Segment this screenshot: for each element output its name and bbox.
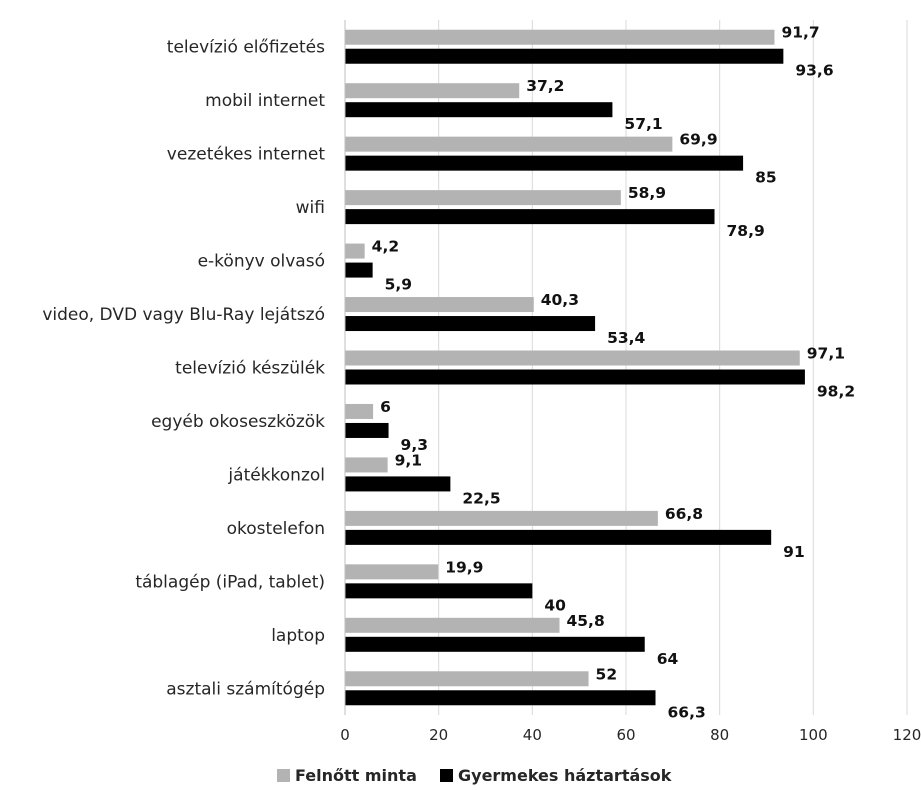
legend-label-gyermekes-haztartasok: Gyermekes háztartások [458, 766, 672, 785]
category-labels: televízió előfizetés mobil internet vezeté… [42, 38, 325, 700]
data-label: 97,1 [807, 345, 845, 363]
category-label: játékkonzol [227, 465, 325, 485]
category-label: televízió előfizetés [167, 38, 325, 58]
bar-gyermekes-haztartasok [345, 476, 451, 492]
data-label: 98,2 [817, 383, 855, 401]
data-label: 91 [783, 543, 805, 561]
category-label: asztali számítógép [166, 679, 325, 699]
category-label: laptop [271, 626, 325, 646]
bar-gyermekes-haztartasok [345, 690, 656, 706]
data-label: 4,2 [372, 238, 399, 256]
bar-felnott-minta [345, 564, 439, 580]
bar-gyermekes-haztartasok [345, 102, 613, 118]
x-tick-label: 60 [616, 726, 635, 744]
data-label: 58,9 [628, 184, 666, 202]
data-label: 66,8 [665, 505, 703, 523]
data-label: 64 [657, 650, 679, 668]
category-label: e-könyv olvasó [198, 252, 325, 272]
bar-felnott-minta [345, 350, 800, 366]
x-tick-label: 120 [893, 726, 921, 744]
bar-felnott-minta [345, 403, 374, 419]
data-label: 85 [755, 169, 777, 187]
data-label: 6 [380, 398, 391, 416]
legend-swatch-felnott-minta [277, 769, 290, 782]
data-label: 19,9 [445, 558, 483, 576]
data-label: 91,7 [781, 24, 819, 42]
bar-gyermekes-haztartasok [345, 369, 805, 385]
bar-felnott-minta [345, 190, 621, 206]
bar-felnott-minta [345, 29, 775, 45]
x-tick-label: 20 [429, 726, 448, 744]
bar-gyermekes-haztartasok [345, 155, 744, 171]
category-label: egyéb okoseszközök [151, 412, 325, 432]
category-label: mobil internet [205, 91, 325, 111]
bars [345, 29, 805, 706]
x-tick-label: 80 [710, 726, 729, 744]
bar-felnott-minta [345, 457, 388, 473]
data-label: 93,6 [795, 62, 833, 80]
data-label: 78,9 [727, 222, 765, 240]
data-label: 57,1 [624, 115, 662, 133]
category-label: wifi [296, 198, 325, 218]
data-label: 53,4 [607, 329, 645, 347]
bar-gyermekes-haztartasok [345, 583, 533, 599]
data-label: 9,1 [395, 451, 422, 469]
category-label: vezetékes internet [167, 145, 326, 165]
bar-gyermekes-haztartasok [345, 209, 715, 225]
gridlines [438, 20, 908, 715]
data-label: 40,3 [541, 291, 579, 309]
x-tick-label: 0 [340, 726, 350, 744]
bar-felnott-minta [345, 243, 365, 259]
x-tick-labels: 0 20 40 60 80 100 120 [340, 726, 921, 744]
bar-felnott-minta [345, 83, 520, 99]
data-label: 66,3 [668, 703, 706, 721]
data-label: 22,5 [462, 489, 500, 507]
data-label: 40 [544, 596, 566, 614]
category-label: táblagép (iPad, tablet) [135, 572, 325, 592]
category-label: televízió készülék [175, 359, 325, 379]
bar-gyermekes-haztartasok [345, 262, 373, 278]
legend: Felnőtt minta Gyermekes háztartások [277, 766, 672, 785]
data-labels: 91,7 93,6 37,2 57,1 69,9 85 58,9 78,9 4,2 5,9 40,3… [372, 24, 855, 722]
bar-gyermekes-haztartasok [345, 48, 784, 64]
x-tick-label: 40 [523, 726, 542, 744]
category-label: okostelefon [227, 519, 325, 539]
data-label: 69,9 [679, 131, 717, 149]
bar-gyermekes-haztartasok [345, 422, 389, 438]
bar-felnott-minta [345, 136, 673, 152]
x-tick-label: 100 [799, 726, 828, 744]
bar-felnott-minta [345, 297, 534, 313]
bar-gyermekes-haztartasok [345, 316, 596, 332]
legend-swatch-gyermekes-haztartasok [440, 769, 453, 782]
category-label: video, DVD vagy Blu-Ray lejátszó [42, 305, 325, 325]
data-label: 5,9 [385, 276, 412, 294]
legend-label-felnott-minta: Felnőtt minta [295, 766, 417, 785]
bar-felnott-minta [345, 510, 658, 526]
data-label: 52 [596, 665, 618, 683]
bar-gyermekes-haztartasok [345, 636, 645, 652]
data-label: 9,3 [401, 436, 428, 454]
bar-felnott-minta [345, 617, 560, 633]
bar-gyermekes-haztartasok [345, 529, 772, 545]
data-label: 37,2 [526, 77, 564, 95]
data-label: 45,8 [566, 612, 604, 630]
bar-felnott-minta [345, 671, 589, 687]
